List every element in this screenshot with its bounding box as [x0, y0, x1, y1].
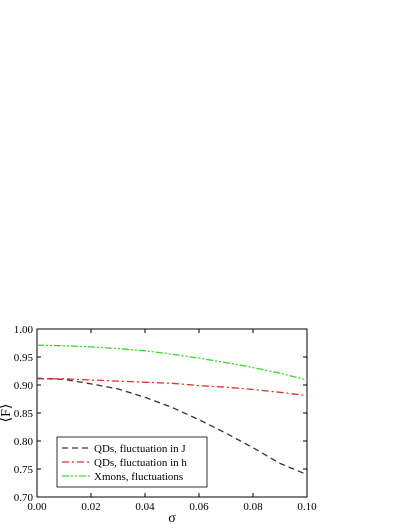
x-tick-label: 0.02 — [81, 501, 100, 513]
x-tick-label: 0.00 — [27, 501, 47, 513]
y-tick-label: 0.70 — [14, 492, 34, 504]
legend-label-1: QDs, fluctuation in h — [94, 457, 187, 469]
series-layer — [36, 344, 308, 476]
y-axis-ticks: 0.70 0.75 0.80 0.85 0.90 0.95 1.00 — [14, 324, 307, 504]
x-tick-label: 0.08 — [243, 501, 263, 513]
y-tick-label: 0.75 — [14, 464, 34, 476]
y-tick-label: 1.00 — [14, 324, 34, 336]
series-line-0 — [36, 377, 308, 476]
y-tick-label: 0.80 — [14, 436, 34, 448]
x-tick-label: 0.06 — [189, 501, 209, 513]
y-axis-label: ⟨F⟩ — [0, 404, 14, 423]
series-line-2 — [36, 344, 308, 381]
legend-label-0: QDs, fluctuation in J — [94, 443, 186, 455]
y-tick-label: 0.85 — [14, 408, 34, 420]
legend-label-2: Xmons, fluctuations — [94, 471, 183, 483]
x-axis-label: σ — [168, 511, 176, 526]
x-axis-ticks: 0.00 0.02 0.04 0.06 0.08 0.10 — [27, 329, 317, 513]
series-line-1 — [37, 378, 308, 397]
x-tick-label: 0.04 — [135, 501, 155, 513]
y-tick-label: 0.90 — [14, 380, 34, 392]
x-tick-label: 0.10 — [297, 501, 317, 513]
legend: QDs, fluctuation in J QDs, fluctuation in… — [56, 436, 208, 488]
y-tick-label: 0.95 — [14, 352, 34, 364]
